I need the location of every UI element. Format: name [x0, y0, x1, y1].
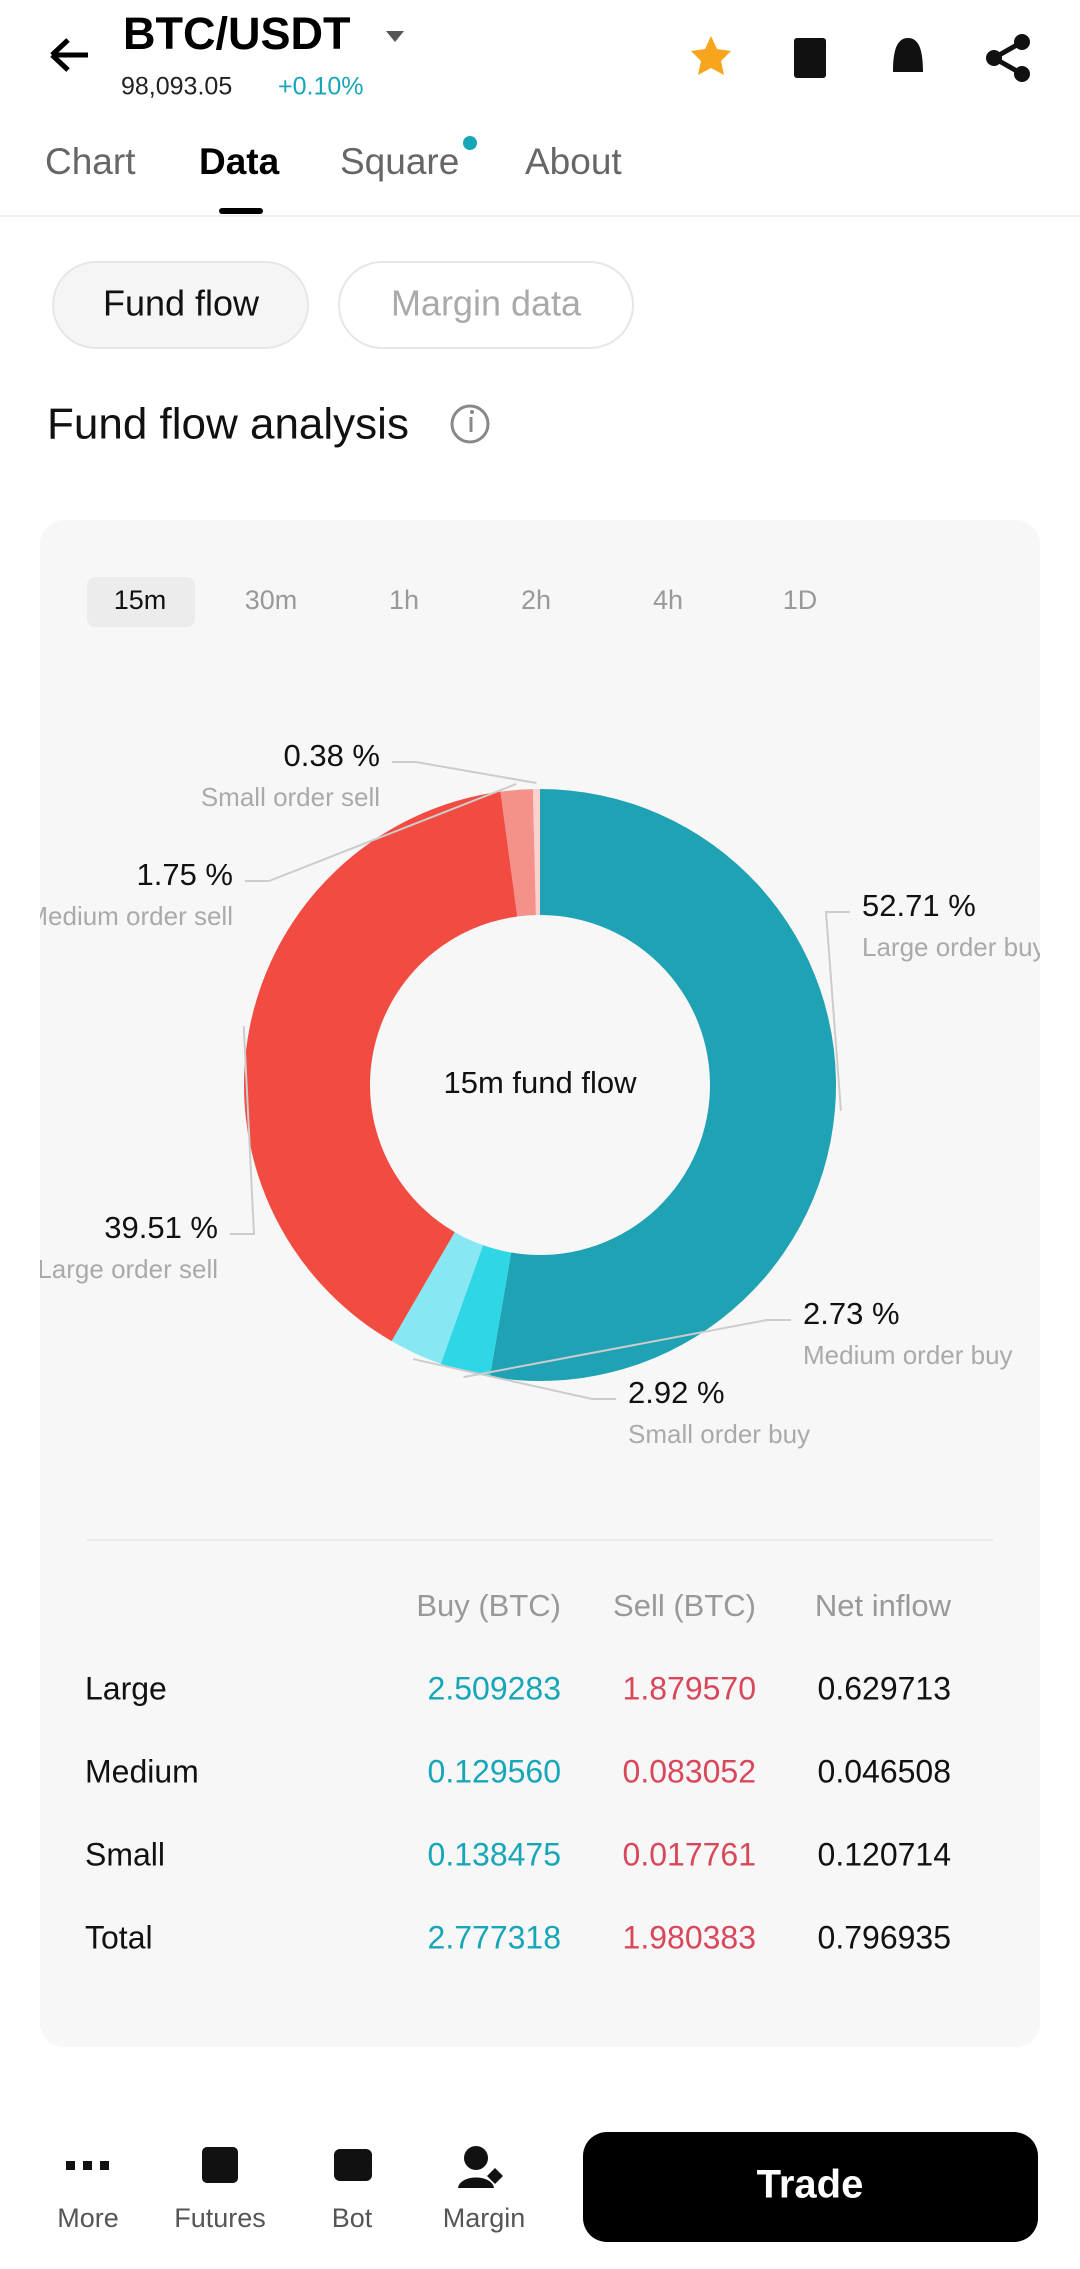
- subtab-pill[interactable]: [52, 261, 309, 349]
- donut-center-label: 15m fund flow: [444, 1065, 638, 1100]
- slice-name: Small order sell: [201, 782, 380, 812]
- alert-icon[interactable]: [890, 38, 926, 75]
- back-button[interactable]: [50, 38, 88, 72]
- leader-line: [412, 1358, 616, 1400]
- slice-name: Medium order sell: [26, 901, 233, 931]
- row-label: Total: [85, 1919, 153, 1955]
- cell: 1.980383: [623, 1919, 756, 1955]
- price-change: +0.10%: [278, 73, 364, 101]
- tab[interactable]: About: [525, 141, 622, 182]
- notification-dot: [463, 136, 477, 150]
- pair-dropdown[interactable]: [386, 31, 404, 42]
- slice-value: 52.71 %: [862, 888, 976, 923]
- cell: 2.777318: [428, 1919, 561, 1955]
- price: 98,093.05: [121, 73, 232, 101]
- subtab-label[interactable]: Margin data: [391, 283, 582, 324]
- nav-label[interactable]: Bot: [332, 2203, 373, 2233]
- period-tab[interactable]: 1h: [389, 585, 419, 615]
- trade-label[interactable]: Trade: [757, 2163, 864, 2207]
- column-header: Buy (BTC): [416, 1588, 561, 1623]
- row-label: Medium: [85, 1753, 199, 1789]
- leader-line: [392, 761, 537, 785]
- column-header: Net inflow: [815, 1588, 952, 1623]
- tab[interactable]: Data: [199, 141, 280, 182]
- tab-indicator: [219, 208, 263, 214]
- period-tab[interactable]: 4h: [653, 585, 683, 615]
- slice-name: Large order buy: [862, 932, 1046, 962]
- trade-button[interactable]: [583, 2132, 1038, 2242]
- leader-line: [824, 911, 850, 1111]
- cell: 0.017761: [623, 1836, 756, 1872]
- cell: 0.083052: [623, 1753, 756, 1789]
- donut-segment[interactable]: [243, 791, 518, 1342]
- slice-value: 39.51 %: [104, 1210, 218, 1245]
- subtab-label[interactable]: Fund flow: [103, 283, 260, 324]
- period-tab[interactable]: 2h: [521, 585, 551, 615]
- slice-value: 1.75 %: [136, 857, 233, 892]
- period-pill[interactable]: [87, 577, 195, 627]
- cell: 2.509283: [428, 1670, 561, 1706]
- column-header: Sell (BTC): [613, 1588, 756, 1623]
- nav-icons: [66, 2146, 503, 2188]
- cell: 0.138475: [428, 1836, 561, 1872]
- cell: 0.796935: [818, 1919, 951, 1955]
- slice-value: 0.38 %: [283, 738, 380, 773]
- slice-name: Large order sell: [37, 1254, 218, 1284]
- donut-segment[interactable]: [440, 1245, 512, 1377]
- row-label: Small: [85, 1836, 165, 1872]
- notes-icon[interactable]: [794, 38, 826, 78]
- cell: 0.129560: [428, 1753, 561, 1789]
- share-icon[interactable]: [986, 34, 1030, 82]
- info-icon[interactable]: [450, 404, 490, 444]
- donut-segment[interactable]: [391, 1232, 484, 1364]
- leader-line: [230, 1026, 256, 1235]
- slice-name: Small order buy: [628, 1419, 810, 1449]
- slice-value: 2.73 %: [803, 1296, 900, 1331]
- cell: 0.629713: [818, 1670, 951, 1706]
- donut-segment[interactable]: [532, 789, 540, 916]
- slice-value: 2.92 %: [628, 1375, 725, 1410]
- nav-label[interactable]: Futures: [174, 2203, 266, 2233]
- donut-segment[interactable]: [489, 789, 836, 1381]
- subtab-pill[interactable]: [338, 261, 634, 349]
- cell: 0.046508: [818, 1753, 951, 1789]
- cell: 0.120714: [818, 1836, 951, 1872]
- row-label: Large: [85, 1670, 167, 1706]
- leader-line: [245, 783, 517, 882]
- period-tab[interactable]: 1D: [783, 585, 818, 615]
- section-title: Fund flow analysis: [47, 400, 409, 449]
- pair-title[interactable]: BTC/USDT: [123, 8, 350, 59]
- tab[interactable]: Square: [340, 141, 459, 182]
- slice-name: Medium order buy: [803, 1340, 1013, 1370]
- leader-line: [463, 1319, 791, 1379]
- nav-label[interactable]: Margin: [443, 2203, 526, 2233]
- period-tab[interactable]: 15m: [114, 585, 167, 615]
- tab[interactable]: Chart: [45, 141, 136, 182]
- donut-segment[interactable]: [500, 789, 536, 917]
- cell: 1.879570: [623, 1670, 756, 1706]
- favorite-icon[interactable]: [691, 36, 731, 75]
- period-tab[interactable]: 30m: [245, 585, 298, 615]
- nav-label[interactable]: More: [57, 2203, 119, 2233]
